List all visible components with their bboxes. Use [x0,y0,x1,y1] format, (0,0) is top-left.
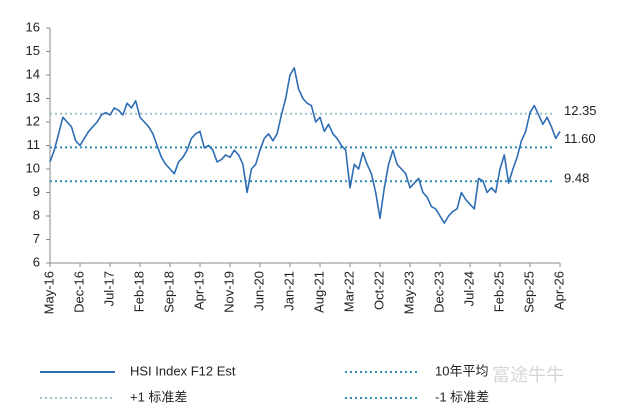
x-tick-label: Apr-19 [191,271,206,310]
x-tick-label: May-23 [401,271,416,314]
x-tick-label: Mar-22 [341,271,356,312]
y-tick-label: 15 [26,43,40,58]
legend-label: HSI Index F12 Est [130,363,236,378]
legend-label: +1 标准差 [130,389,187,404]
x-tick-label: Dec-16 [71,271,86,313]
x-tick-label: Dec-23 [431,271,446,313]
x-tick-label: Aug-21 [311,271,326,313]
y-tick-label: 7 [33,231,40,246]
x-tick-label: Jan-21 [281,271,296,311]
x-tick-label: Nov-19 [221,271,236,313]
legend-label: 10年平均 [435,363,488,378]
y-tick-label: 14 [26,66,40,81]
x-tick-label: Apr-26 [551,271,566,310]
y-tick-label: 12 [26,113,40,128]
watermark: 富途牛牛 [492,365,564,385]
legend-label: -1 标准差 [435,389,489,404]
y-tick-label: 6 [33,254,40,269]
x-tick-label: Jun-20 [251,271,266,311]
value-annotation: 11.60 [564,131,596,146]
x-tick-label: Feb-25 [491,271,506,312]
y-tick-label: 16 [26,19,40,34]
x-tick-label: Jul-24 [461,271,476,306]
y-tick-label: 13 [26,90,40,105]
y-tick-label: 9 [33,184,40,199]
x-tick-label: May-16 [41,271,56,314]
x-tick-label: Oct-22 [371,271,386,310]
x-tick-label: Sep-25 [521,271,536,313]
y-tick-label: 8 [33,207,40,222]
reference-label: 9.48 [564,171,589,186]
x-tick-label: Jul-17 [101,271,116,306]
data-line [49,67,561,224]
reference-label: 12.35 [564,103,597,118]
x-tick-label: Sep-18 [161,271,176,313]
y-tick-label: 10 [26,160,40,175]
x-tick-label: Feb-18 [131,271,146,312]
y-tick-label: 11 [27,137,41,152]
